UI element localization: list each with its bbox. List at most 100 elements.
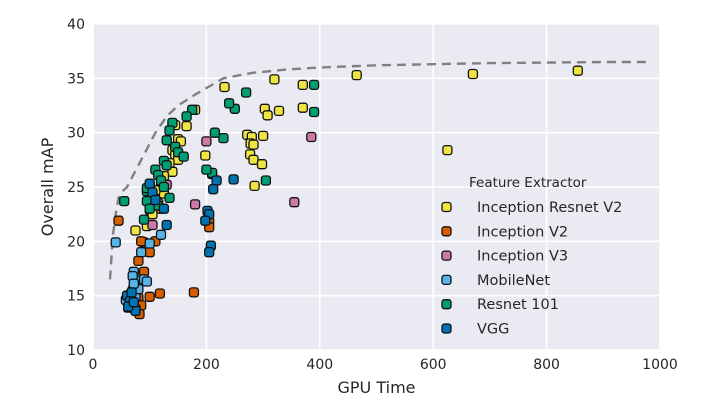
- x-tick-label: 400: [306, 357, 333, 373]
- point-inception-v2: [136, 236, 147, 247]
- point-vgg: [204, 247, 215, 258]
- legend-label: Resnet 101: [477, 297, 559, 313]
- x-axis-label: GPU Time: [338, 378, 416, 397]
- frontier-dashed-line: [108, 60, 652, 280]
- point-inception-v2: [133, 255, 144, 267]
- point-inception-v2: [144, 247, 155, 258]
- point-inception-v3: [289, 197, 300, 208]
- point-vgg: [126, 287, 137, 298]
- point-resnet-101: [308, 79, 320, 91]
- point-mobilenet: [144, 238, 155, 249]
- point-inception-v2: [113, 215, 124, 226]
- point-inception-resnet-v2: [257, 130, 269, 142]
- point-inception-resnet-v2: [181, 120, 192, 132]
- legend-label: Inception V2: [477, 224, 568, 240]
- point-mobilenet: [110, 237, 121, 248]
- point-inception-resnet-v2: [249, 180, 260, 192]
- point-resnet-101: [260, 175, 272, 186]
- point-vgg: [128, 297, 139, 308]
- point-vgg: [200, 215, 211, 226]
- point-inception-v2: [144, 291, 155, 302]
- point-resnet-101: [144, 203, 155, 214]
- y-tick-label: 40: [67, 17, 85, 33]
- point-vgg: [158, 203, 170, 214]
- point-inception-resnet-v2: [130, 225, 141, 236]
- point-vgg: [144, 178, 155, 189]
- y-tick-label: 25: [67, 180, 85, 196]
- point-resnet-101: [164, 192, 175, 204]
- grid-lines: [92, 23, 661, 351]
- x-tick-label: 200: [193, 357, 220, 373]
- point-resnet-101: [201, 164, 212, 175]
- point-resnet-101: [218, 132, 229, 144]
- point-inception-resnet-v2: [442, 144, 453, 156]
- point-inception-v2: [188, 287, 200, 298]
- point-resnet-101: [161, 135, 172, 146]
- point-vgg: [150, 194, 161, 206]
- y-tick-label: 30: [67, 126, 85, 142]
- legend-marker: [441, 250, 452, 261]
- point-inception-v3: [201, 136, 212, 147]
- x-tick-label: 1000: [642, 357, 678, 373]
- x-tick-label: 600: [420, 357, 447, 373]
- point-inception-resnet-v2: [200, 150, 211, 161]
- legend-marker: [441, 226, 452, 237]
- point-resnet-101: [209, 127, 221, 138]
- point-inception-resnet-v2: [297, 79, 308, 91]
- data-points: [110, 65, 583, 320]
- point-resnet-101: [308, 106, 320, 118]
- point-resnet-101: [178, 151, 189, 162]
- legend-marker: [441, 299, 452, 310]
- legend-marker: [441, 274, 452, 286]
- point-inception-v3: [147, 219, 158, 231]
- y-tick-label: 35: [67, 71, 85, 87]
- point-resnet-101: [119, 195, 130, 207]
- point-inception-resnet-v2: [572, 65, 583, 76]
- point-vgg: [228, 174, 239, 185]
- y-axis-label: Overall mAP: [38, 137, 57, 236]
- point-resnet-101: [158, 181, 170, 193]
- point-resnet-101: [138, 214, 150, 225]
- point-inception-resnet-v2: [262, 110, 273, 121]
- point-inception-resnet-v2: [351, 69, 362, 81]
- point-inception-resnet-v2: [273, 105, 285, 117]
- point-inception-resnet-v2: [269, 74, 280, 85]
- point-mobilenet: [141, 276, 153, 287]
- point-resnet-101: [164, 125, 175, 136]
- point-inception-v2: [154, 288, 166, 299]
- point-inception-resnet-v2: [248, 154, 259, 165]
- point-vgg: [208, 184, 219, 195]
- y-tick-labels: 10 15 20 25 30 35 40: [67, 17, 85, 359]
- legend-marker: [441, 323, 452, 334]
- x-tick-label: 800: [533, 357, 560, 373]
- y-tick-label: 20: [67, 234, 85, 250]
- point-mobilenet: [155, 229, 167, 240]
- x-tick-label: 0: [89, 357, 98, 373]
- point-inception-resnet-v2: [297, 102, 308, 113]
- legend-label: Inception V3: [477, 249, 568, 265]
- point-vgg: [211, 175, 222, 186]
- point-vgg: [161, 219, 172, 231]
- legend-label: VGG: [477, 322, 509, 338]
- point-inception-resnet-v2: [467, 68, 479, 80]
- legend-label: Inception Resnet V2: [477, 200, 622, 216]
- point-resnet-101: [240, 87, 252, 98]
- point-inception-resnet-v2: [219, 81, 230, 93]
- point-inception-v3: [306, 131, 317, 143]
- legend: Feature Extractor Inception Resnet V2 Inc…: [441, 175, 622, 338]
- point-inception-v3: [189, 199, 201, 210]
- point-inception-resnet-v2: [248, 139, 259, 150]
- y-tick-label: 10: [67, 343, 85, 359]
- y-tick-label: 15: [67, 289, 85, 305]
- legend-label: MobileNet: [477, 273, 550, 289]
- x-tick-labels: 0 200 400 600 800 1000: [89, 357, 678, 373]
- point-inception-resnet-v2: [256, 159, 268, 170]
- point-resnet-101: [181, 111, 192, 122]
- legend-marker: [441, 201, 452, 213]
- point-resnet-101: [161, 160, 172, 171]
- point-mobilenet: [136, 247, 147, 258]
- point-mobilenet: [128, 278, 139, 289]
- legend-title: Feature Extractor: [469, 175, 587, 191]
- point-resnet-101: [223, 98, 235, 109]
